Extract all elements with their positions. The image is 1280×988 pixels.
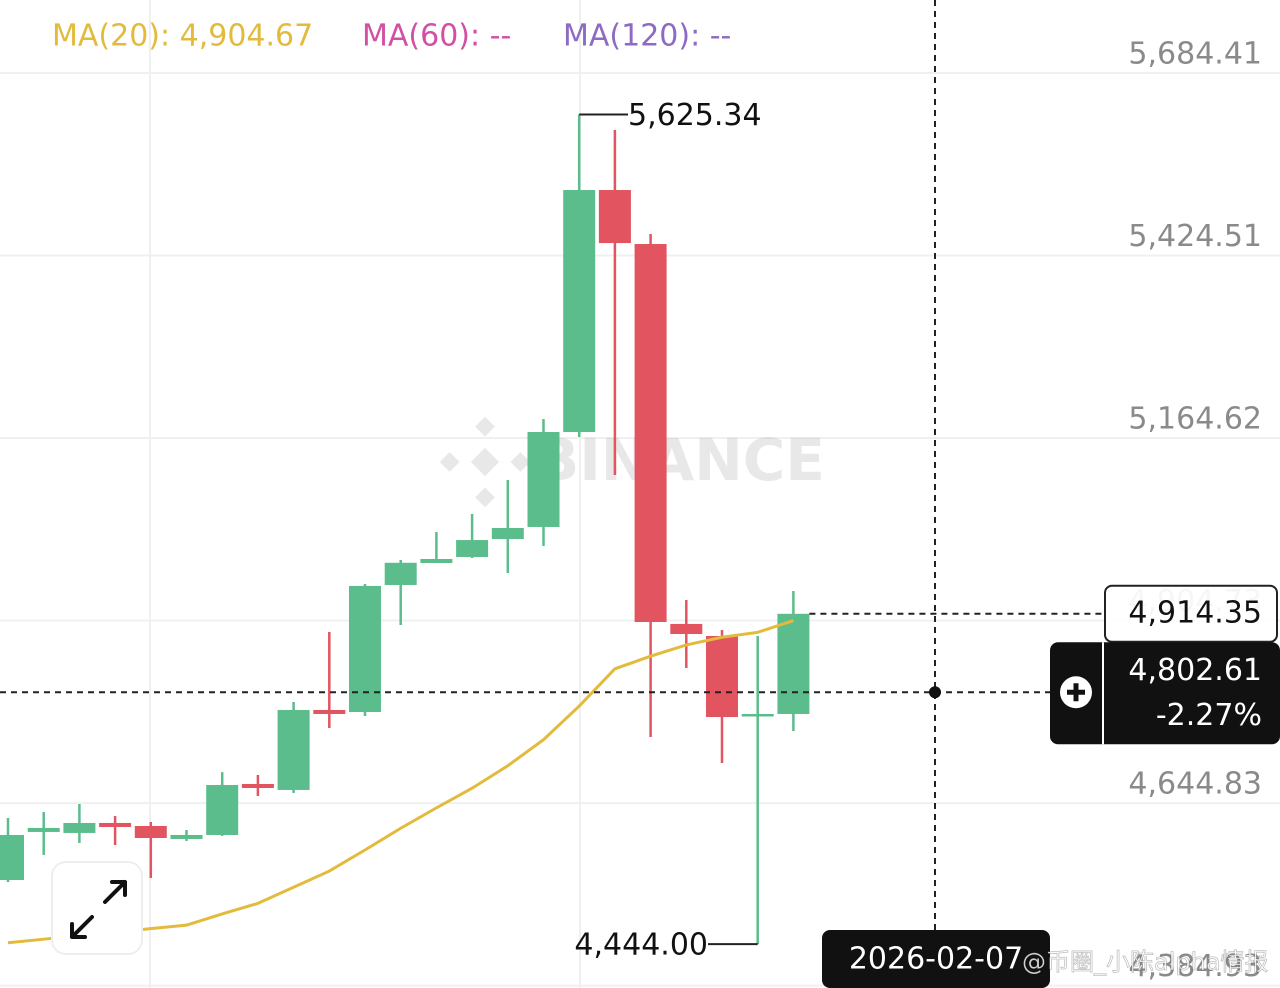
candle-body: [706, 635, 738, 718]
candle-body: [99, 822, 132, 827]
crosshair-change: -2.27%: [1156, 698, 1262, 733]
overlay: 5,625.34 4,444.00 4,914.35 4,802.61 -2.27% 20…: [0, 98, 1280, 988]
candle-body: [527, 432, 560, 527]
crosshair-price: 4,802.61: [1128, 653, 1262, 688]
expand-icon[interactable]: [70, 880, 127, 939]
legend: MA(20): 4,904.67 MA(60): -- MA(120): --: [52, 19, 731, 54]
candle-body: [349, 585, 381, 713]
y-tick-label: 5,424.51: [1128, 219, 1262, 254]
candle-body: [206, 784, 239, 835]
crosshair-date: 2026-02-07: [849, 942, 1023, 977]
candle-body: [27, 827, 60, 832]
plot: [0, 114, 810, 945]
candle-body: [420, 558, 453, 563]
y-tick-label: 5,684.41: [1128, 37, 1262, 72]
y-tick-label: 4,384.93: [1128, 949, 1262, 984]
watermark-logo: [439, 416, 531, 508]
candle-body: [598, 190, 631, 244]
watermark: BINANCE: [439, 416, 825, 508]
crosshair-dot: [929, 686, 941, 699]
legend-entry[interactable]: MA(60): --: [362, 19, 511, 54]
crosshair-box: [1050, 642, 1280, 745]
candle-body: [0, 834, 24, 880]
add-order-icon[interactable]: [1067, 683, 1085, 702]
legend-entry[interactable]: MA(120): --: [563, 19, 731, 54]
last-price-label: 4,914.35: [1128, 595, 1262, 630]
low-label: 4,444.00: [574, 928, 708, 963]
candle-body: [170, 834, 203, 839]
high-label: 5,625.34: [628, 98, 762, 133]
y-axis: 5,684.415,424.515,164.624,904.734,644.83…: [1128, 37, 1262, 985]
candle-body: [563, 190, 596, 433]
expand-button-bg[interactable]: [51, 861, 143, 955]
credit-watermark: @币圈_小陈alpha情报: [1022, 948, 1269, 976]
candle-body: [241, 783, 274, 788]
candle-body: [634, 244, 667, 622]
candle-body: [491, 528, 524, 540]
candle-body: [777, 613, 810, 714]
candle-body: [63, 822, 96, 833]
last-price-box: [1104, 584, 1278, 643]
legend-entry[interactable]: MA(20): 4,904.67: [52, 19, 313, 54]
candle-body: [134, 825, 167, 838]
candle-body: [384, 562, 417, 585]
candle-body: [456, 540, 489, 558]
candle-body: [277, 709, 310, 790]
candle-body: [313, 709, 346, 714]
y-tick-label: 4,644.83: [1128, 767, 1262, 802]
y-tick-label: 5,164.62: [1128, 402, 1262, 437]
candle-body: [741, 713, 774, 717]
crosshair-date-box: [822, 930, 1050, 988]
watermark-text: BINANCE: [535, 426, 825, 494]
candle-body: [670, 623, 703, 634]
expand-button[interactable]: [51, 861, 143, 955]
